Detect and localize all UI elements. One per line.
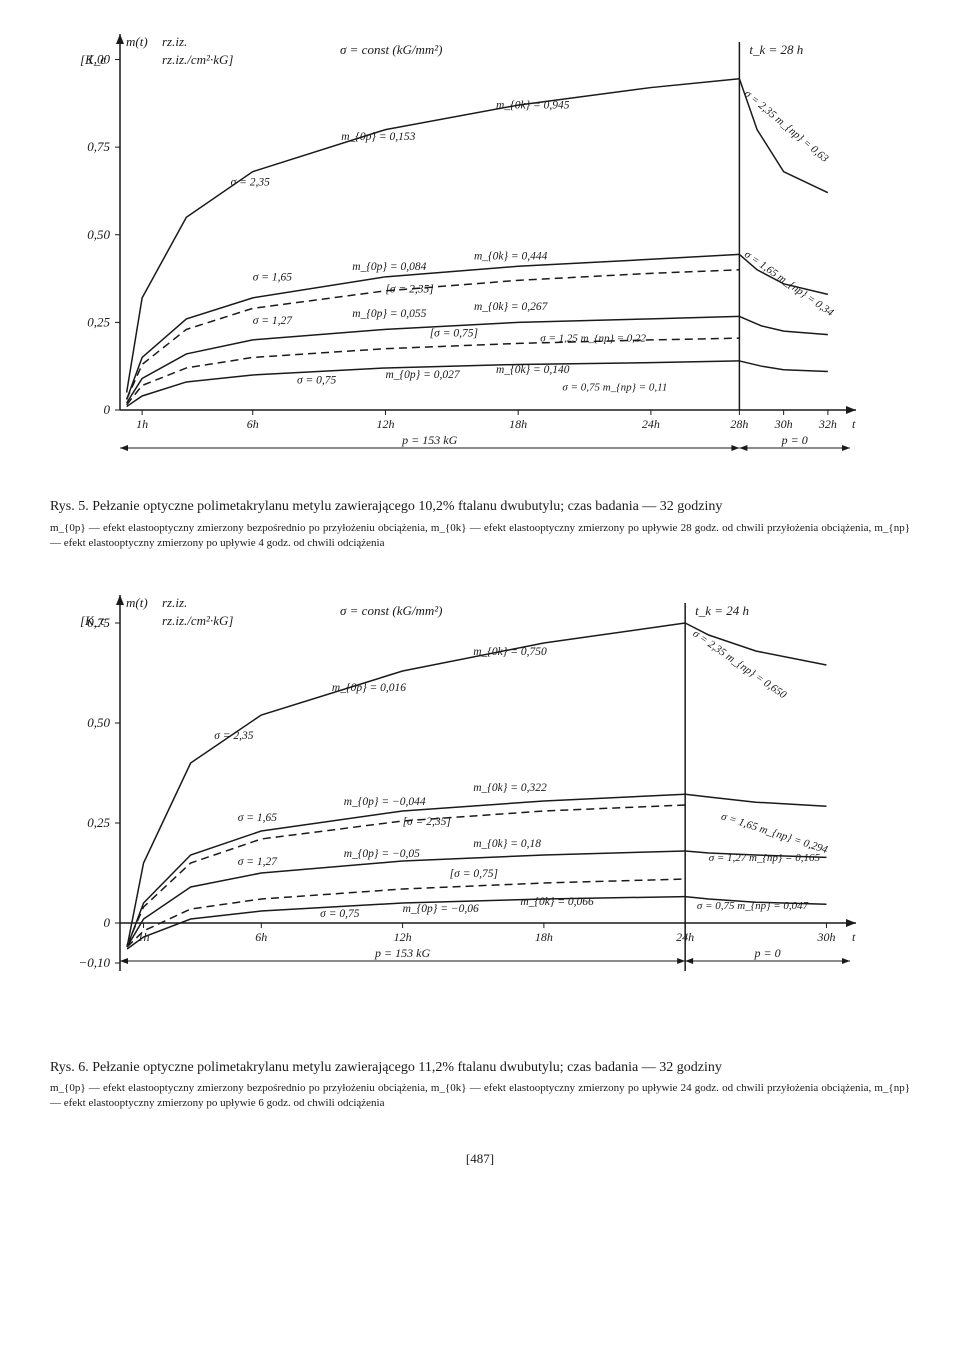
svg-text:p = 0: p = 0 — [754, 946, 781, 960]
figure-5-caption: Rys. 5. Pełzanie optyczne polimetakrylan… — [50, 498, 910, 517]
svg-text:rz.iz.: rz.iz. — [162, 595, 187, 610]
svg-text:[K_c: [K_c — [80, 52, 106, 67]
svg-text:6h: 6h — [247, 417, 259, 431]
figure-6-caption: Rys. 6. Pełzanie optyczne polimetakrylan… — [50, 1059, 910, 1078]
svg-text:σ = 0,75: σ = 0,75 — [297, 375, 337, 387]
svg-text:m_{0p} = 0,153: m_{0p} = 0,153 — [341, 131, 415, 143]
svg-text:m_{0p} = 0,016: m_{0p} = 0,016 — [332, 682, 406, 694]
svg-text:rz.iz.: rz.iz. — [162, 34, 187, 49]
svg-text:m_{0k} = 0,750: m_{0k} = 0,750 — [473, 646, 547, 658]
svg-text:σ = 0,75 m_{np} = 0,11: σ = 0,75 m_{np} = 0,11 — [562, 382, 667, 394]
svg-text:rz.iz./cm²·kG]: rz.iz./cm²·kG] — [162, 52, 233, 67]
svg-text:[σ = 0,75]: [σ = 0,75] — [450, 868, 498, 880]
svg-text:32h: 32h — [818, 417, 837, 431]
svg-text:24h: 24h — [676, 930, 694, 944]
svg-text:−0,10: −0,10 — [78, 955, 110, 970]
svg-text:1h: 1h — [136, 417, 148, 431]
svg-text:σ = 1,27: σ = 1,27 — [253, 315, 294, 327]
svg-text:18h: 18h — [509, 417, 527, 431]
page-number: [487] — [50, 1151, 910, 1167]
svg-text:24h: 24h — [642, 417, 660, 431]
svg-text:σ = 2,35 m_{np} = 0,650: σ = 2,35 m_{np} = 0,650 — [691, 627, 789, 701]
svg-text:p = 153 kG: p = 153 kG — [374, 946, 430, 960]
svg-text:p = 153 kG: p = 153 kG — [401, 433, 457, 447]
svg-text:0: 0 — [104, 915, 111, 930]
svg-text:m_{0p} = 0,027: m_{0p} = 0,027 — [385, 369, 460, 381]
svg-text:m_{0p} = −0,044: m_{0p} = −0,044 — [344, 796, 426, 808]
svg-text:0: 0 — [104, 402, 111, 417]
svg-text:σ = 2,35: σ = 2,35 — [214, 730, 254, 742]
svg-text:12h: 12h — [394, 930, 412, 944]
svg-text:m_{0k} = 0,140: m_{0k} = 0,140 — [496, 364, 570, 376]
svg-text:t_k = 24 h: t_k = 24 h — [695, 603, 749, 618]
figure-6-caption-text: Rys. 6. Pełzanie optyczne polimetakrylan… — [50, 1060, 722, 1075]
svg-text:m_{0k} = 0,322: m_{0k} = 0,322 — [473, 782, 547, 794]
svg-text:0,25: 0,25 — [87, 815, 110, 830]
svg-text:m_{0p} = −0,05: m_{0p} = −0,05 — [344, 848, 420, 860]
svg-text:m_{0k} = 0,18: m_{0k} = 0,18 — [473, 838, 541, 850]
svg-text:σ = 0,75: σ = 0,75 — [320, 908, 360, 920]
svg-text:[σ = 2,35]: [σ = 2,35] — [385, 284, 433, 296]
svg-text:p = 0: p = 0 — [781, 433, 808, 447]
svg-text:t_k = 28 h: t_k = 28 h — [749, 42, 803, 57]
svg-text:6h: 6h — [255, 930, 267, 944]
svg-text:0,25: 0,25 — [87, 314, 110, 329]
svg-text:σ = 1,65 m_{np} = 0,34: σ = 1,65 m_{np} = 0,34 — [742, 248, 836, 319]
svg-text:[σ = 0,75]: [σ = 0,75] — [430, 327, 478, 339]
figure-6-chart: −0,1000,250,500,751h6h12h18h24h30htm(t)r… — [50, 591, 910, 1051]
svg-text:0,75: 0,75 — [87, 139, 110, 154]
svg-text:σ = 0,75 m_{np} = 0,047: σ = 0,75 m_{np} = 0,047 — [697, 900, 809, 912]
figure-6-caption-sub: m_{0p} — efekt elastooptyczny zmierzony … — [50, 1081, 910, 1111]
svg-text:σ = const (kG/mm²): σ = const (kG/mm²) — [340, 42, 442, 57]
svg-text:18h: 18h — [535, 930, 553, 944]
svg-text:σ = 1,65: σ = 1,65 — [253, 271, 293, 283]
svg-text:m_{0k} = 0,444: m_{0k} = 0,444 — [474, 250, 548, 262]
svg-text:m(t): m(t) — [126, 595, 148, 610]
svg-text:rz.iz./cm²·kG]: rz.iz./cm²·kG] — [162, 613, 233, 628]
svg-text:m(t): m(t) — [126, 34, 148, 49]
figure-6: −0,1000,250,500,751h6h12h18h24h30htm(t)r… — [50, 591, 910, 1112]
svg-text:30h: 30h — [816, 930, 835, 944]
figure-5: 00,250,500,751,001h6h12h18h24h28h30h32ht… — [50, 30, 910, 551]
svg-text:[σ = 2,35]: [σ = 2,35] — [403, 816, 451, 828]
svg-text:12h: 12h — [376, 417, 394, 431]
svg-text:σ = const (kG/mm²): σ = const (kG/mm²) — [340, 603, 442, 618]
svg-text:m_{0k} = 0,066: m_{0k} = 0,066 — [520, 896, 594, 908]
figure-5-chart: 00,250,500,751,001h6h12h18h24h28h30h32ht… — [50, 30, 910, 490]
svg-text:m_{0k} = 0,267: m_{0k} = 0,267 — [474, 301, 549, 313]
svg-text:σ = 1,27 m_{np} = 0,165: σ = 1,27 m_{np} = 0,165 — [709, 852, 821, 864]
svg-text:σ = 1,27: σ = 1,27 — [238, 856, 279, 868]
figure-5-caption-sub: m_{0p} — efekt elastooptyczny zmierzony … — [50, 521, 910, 551]
figure-5-caption-text: Rys. 5. Pełzanie optyczne polimetakrylan… — [50, 499, 722, 514]
svg-text:m_{0k} = 0,945: m_{0k} = 0,945 — [496, 100, 570, 112]
svg-text:t: t — [852, 930, 856, 944]
svg-text:m_{0p} = 0,055: m_{0p} = 0,055 — [352, 308, 426, 320]
svg-text:[K_c: [K_c — [80, 613, 106, 628]
svg-text:m_{0p} = −0,06: m_{0p} = −0,06 — [403, 902, 479, 914]
svg-text:σ = 2,35: σ = 2,35 — [231, 177, 271, 189]
svg-text:σ = 1,25 m_{np} = 0,22: σ = 1,25 m_{np} = 0,22 — [540, 333, 646, 345]
svg-text:28h: 28h — [730, 417, 748, 431]
svg-text:t: t — [852, 417, 856, 431]
svg-text:σ = 1,65 m_{np} = 0,294: σ = 1,65 m_{np} = 0,294 — [720, 810, 830, 856]
svg-text:30h: 30h — [774, 417, 793, 431]
svg-text:σ = 1,65: σ = 1,65 — [238, 812, 278, 824]
svg-text:0,50: 0,50 — [87, 227, 110, 242]
svg-text:m_{0p} = 0,084: m_{0p} = 0,084 — [352, 261, 426, 273]
svg-text:0,50: 0,50 — [87, 715, 110, 730]
